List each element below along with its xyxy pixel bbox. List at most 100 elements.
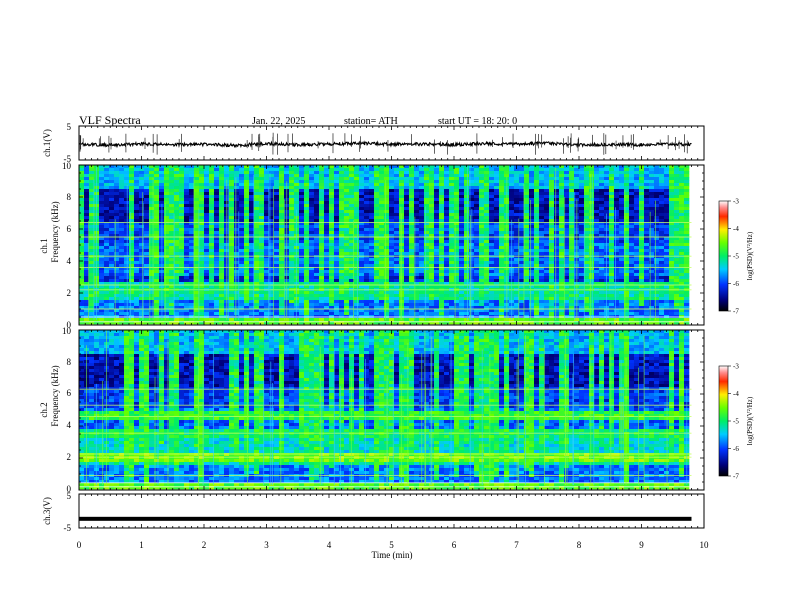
spectrogram-cell <box>379 174 385 178</box>
spectrogram-cell <box>649 222 655 226</box>
spectrogram-cell <box>144 258 150 262</box>
spectrogram-cell <box>184 249 190 253</box>
spectrogram-cell <box>479 279 485 283</box>
spectrogram-cell <box>359 183 365 187</box>
spectrogram-cell <box>179 243 185 247</box>
spectrogram-cell <box>169 216 175 220</box>
spectrogram-cell <box>254 237 260 241</box>
spectrogram-cell <box>254 279 260 283</box>
spectrogram-cell <box>134 219 140 223</box>
spectrogram-cell <box>284 165 290 169</box>
spectrogram-cell <box>674 201 680 205</box>
spectrogram-cell <box>434 231 440 235</box>
spectrogram-cell <box>539 264 545 268</box>
spectrogram-cell <box>669 168 675 172</box>
spectrogram-cell <box>499 264 505 268</box>
spectrogram-cell <box>464 201 470 205</box>
spectrogram-cell <box>304 285 310 289</box>
spectrogram-cell <box>154 249 160 253</box>
spectrogram-cell <box>594 189 600 193</box>
spectrogram-cell <box>609 222 615 226</box>
spectrogram-cell <box>389 258 395 262</box>
spectrogram-cell <box>664 186 670 190</box>
spectrogram-cell <box>464 282 470 286</box>
spectrogram-cell <box>589 213 595 217</box>
spectrogram-cell <box>89 261 95 265</box>
spectrogram-cell <box>379 240 385 244</box>
spectrogram-cell <box>414 237 420 241</box>
spectrogram-cell <box>384 249 390 253</box>
spectrogram-cell <box>609 192 615 196</box>
spectrogram-cell <box>624 174 630 178</box>
spectrogram-cell <box>149 228 155 232</box>
spectrogram-cell <box>149 282 155 286</box>
spectrogram-cell <box>474 270 480 274</box>
spectrogram-cell <box>359 222 365 226</box>
spectrogram-cell <box>404 171 410 175</box>
spectrogram-cell <box>614 267 620 271</box>
spectrogram-cell <box>569 240 575 244</box>
spectrogram-cell <box>399 192 405 196</box>
spectrogram-cell <box>269 201 275 205</box>
spectrogram-cell <box>489 231 495 235</box>
spectrogram-cell <box>109 174 115 178</box>
spectrogram-cell <box>619 267 625 271</box>
spectrogram-cell <box>559 246 565 250</box>
spectrogram-cell <box>149 258 155 262</box>
spectrogram-cell <box>419 174 425 178</box>
spectrogram-cell <box>469 207 475 211</box>
spectrogram-cell <box>629 285 635 289</box>
spectrogram-cell <box>469 174 475 178</box>
spectrogram-cell <box>364 276 370 280</box>
spectrogram-cell <box>349 195 355 199</box>
spectrogram-cell <box>314 204 320 208</box>
spectrogram-cell <box>99 210 105 214</box>
spectrogram-cell <box>79 219 85 223</box>
spectrogram-cell <box>79 285 85 289</box>
spectrogram-cell <box>534 246 540 250</box>
spectrogram-cell <box>174 231 180 235</box>
spectrogram-cell <box>334 279 340 283</box>
spectrogram-cell <box>199 222 205 226</box>
spectrogram-cell <box>139 207 145 211</box>
spectrogram-cell <box>624 165 630 169</box>
spectrogram-cell <box>584 210 590 214</box>
spectrogram-cell <box>359 225 365 229</box>
spectrogram-cell <box>504 168 510 172</box>
spectrogram-cell <box>499 243 505 247</box>
spectrogram-cell <box>354 285 360 289</box>
spectrogram-cell <box>439 228 445 232</box>
spectrogram-cell <box>544 279 550 283</box>
spectrogram-cell <box>274 216 280 220</box>
spectrogram-cell <box>124 276 130 280</box>
spectrogram-cell <box>289 276 295 280</box>
spectrogram-cell <box>189 243 195 247</box>
spectrogram-cell <box>124 264 130 268</box>
spectrogram-cell <box>114 252 120 256</box>
spectrogram-cell <box>684 252 690 256</box>
spectrogram-cell <box>244 216 250 220</box>
spectrogram-cell <box>644 240 650 244</box>
spectrogram-cell <box>394 237 400 241</box>
spectrogram-cell <box>549 171 555 175</box>
spectrogram-cell <box>419 270 425 274</box>
spectrogram-cell <box>104 273 110 277</box>
spectrogram-cell <box>104 261 110 265</box>
spectrogram-cell <box>614 171 620 175</box>
spectrogram-cell <box>84 210 90 214</box>
spectrogram-cell <box>434 237 440 241</box>
spectrogram-cell <box>594 264 600 268</box>
spectrogram-cell <box>269 264 275 268</box>
spectrogram-cell <box>149 195 155 199</box>
spectrogram-cell <box>664 231 670 235</box>
spectrogram-cell <box>679 219 685 223</box>
spectrogram-cell <box>339 243 345 247</box>
spectrogram-cell <box>149 249 155 253</box>
spectrogram-cell <box>649 183 655 187</box>
spectrogram-cell <box>274 204 280 208</box>
spectrogram-cell <box>494 246 500 250</box>
spectrogram-cell <box>569 186 575 190</box>
spectrogram-cell <box>394 267 400 271</box>
spectrogram-cell <box>489 219 495 223</box>
spectrogram-cell <box>609 282 615 286</box>
